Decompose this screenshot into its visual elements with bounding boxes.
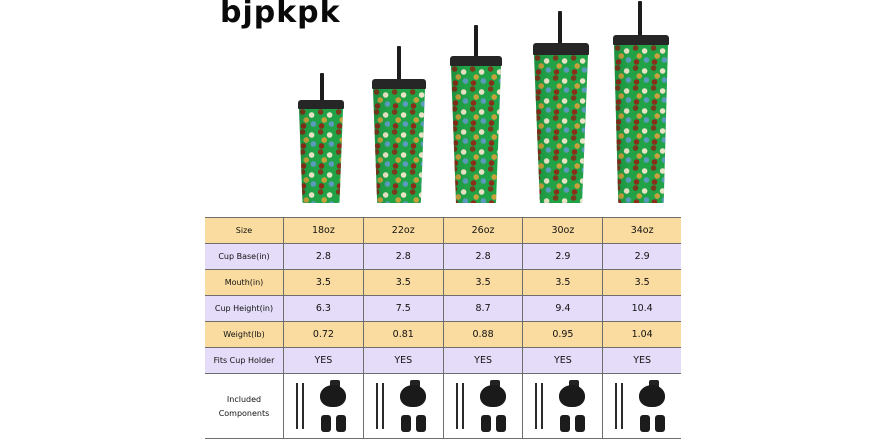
size-comparison-table: Size 18oz 22oz 26oz 30oz 34oz Cup Base(i…: [205, 217, 681, 439]
straw-icon: [455, 383, 458, 429]
cell: 2.8: [362, 243, 444, 270]
cell: 0.81: [362, 321, 444, 348]
straw-icon: [621, 383, 624, 429]
components-cell: [442, 373, 524, 439]
straw-icon: [381, 383, 384, 429]
components-cell: [522, 373, 604, 439]
cell: 1.04: [602, 321, 681, 348]
cell: YES: [362, 347, 444, 374]
table-row-components: Included Components: [205, 373, 681, 439]
plug-icon: [400, 415, 411, 432]
cell: 3.5: [602, 269, 681, 296]
cell: 0.72: [283, 321, 364, 348]
lid-icon: [639, 385, 666, 407]
table-row-cup-height: Cup Height(in) 6.3 7.5 8.7 9.4 10.4: [205, 295, 681, 322]
straw-icon: [541, 383, 544, 429]
row-label: Weight(lb): [205, 321, 284, 348]
table-row-fits-cup-holder: Fits Cup Holder YES YES YES YES YES: [205, 347, 681, 374]
plug-icon: [495, 415, 506, 432]
cell: 8.7: [442, 295, 524, 322]
cell: YES: [602, 347, 681, 374]
row-label: Cup Height(in): [205, 295, 284, 322]
table-row-cup-base: Cup Base(in) 2.8 2.8 2.8 2.9 2.9: [205, 243, 681, 270]
plug-icon: [480, 415, 491, 432]
row-label: Cup Base(in): [205, 243, 284, 270]
plug-icon: [655, 415, 666, 432]
straw-icon: [296, 383, 298, 429]
straw-icon: [535, 383, 538, 429]
straw-icon: [375, 383, 378, 429]
cell: 3.5: [522, 269, 604, 296]
cell: 2.8: [283, 243, 364, 270]
lid-icon: [559, 385, 586, 407]
table-row-size: Size 18oz 22oz 26oz 30oz 34oz: [205, 217, 681, 244]
plug-icon: [575, 415, 586, 432]
row-label: Mouth(in): [205, 269, 284, 296]
cell: 0.88: [442, 321, 524, 348]
cell: 22oz: [362, 217, 444, 244]
cell: 34oz: [602, 217, 681, 244]
cell: 2.9: [522, 243, 604, 270]
cell: 3.5: [442, 269, 524, 296]
brand-logo: bjpkpk: [220, 0, 341, 30]
cell: 26oz: [442, 217, 524, 244]
cell: 18oz: [283, 217, 364, 244]
cell: 30oz: [522, 217, 604, 244]
straw-icon: [461, 383, 464, 429]
cell: 2.9: [602, 243, 681, 270]
cell: YES: [283, 347, 364, 374]
plug-icon: [415, 415, 426, 432]
row-label: Included Components: [205, 373, 284, 439]
straw-icon: [302, 383, 304, 429]
lid-icon: [320, 385, 346, 407]
lid-icon: [479, 385, 506, 407]
plug-icon: [321, 415, 331, 432]
table-row-weight: Weight(lb) 0.72 0.81 0.88 0.95 1.04: [205, 321, 681, 348]
cell: 9.4: [522, 295, 604, 322]
straw-icon: [615, 383, 618, 429]
components-cell: [602, 373, 681, 439]
components-label-line2: Components: [218, 408, 270, 418]
lid-icon: [399, 385, 426, 407]
components-cell: [283, 373, 364, 439]
cell: 6.3: [283, 295, 364, 322]
components-label-line1: Included: [226, 394, 262, 404]
cell: 3.5: [362, 269, 444, 296]
cell: YES: [442, 347, 524, 374]
cell: YES: [522, 347, 604, 374]
row-label: Size: [205, 217, 284, 244]
plug-icon: [560, 415, 571, 432]
table-row-mouth: Mouth(in) 3.5 3.5 3.5 3.5 3.5: [205, 269, 681, 296]
row-label: Fits Cup Holder: [205, 347, 284, 374]
cell: 3.5: [283, 269, 364, 296]
cell: 2.8: [442, 243, 524, 270]
cell: 10.4: [602, 295, 681, 322]
plug-icon: [640, 415, 651, 432]
components-cell: [362, 373, 444, 439]
cell: 0.95: [522, 321, 604, 348]
plug-icon: [336, 415, 346, 432]
cell: 7.5: [362, 295, 444, 322]
